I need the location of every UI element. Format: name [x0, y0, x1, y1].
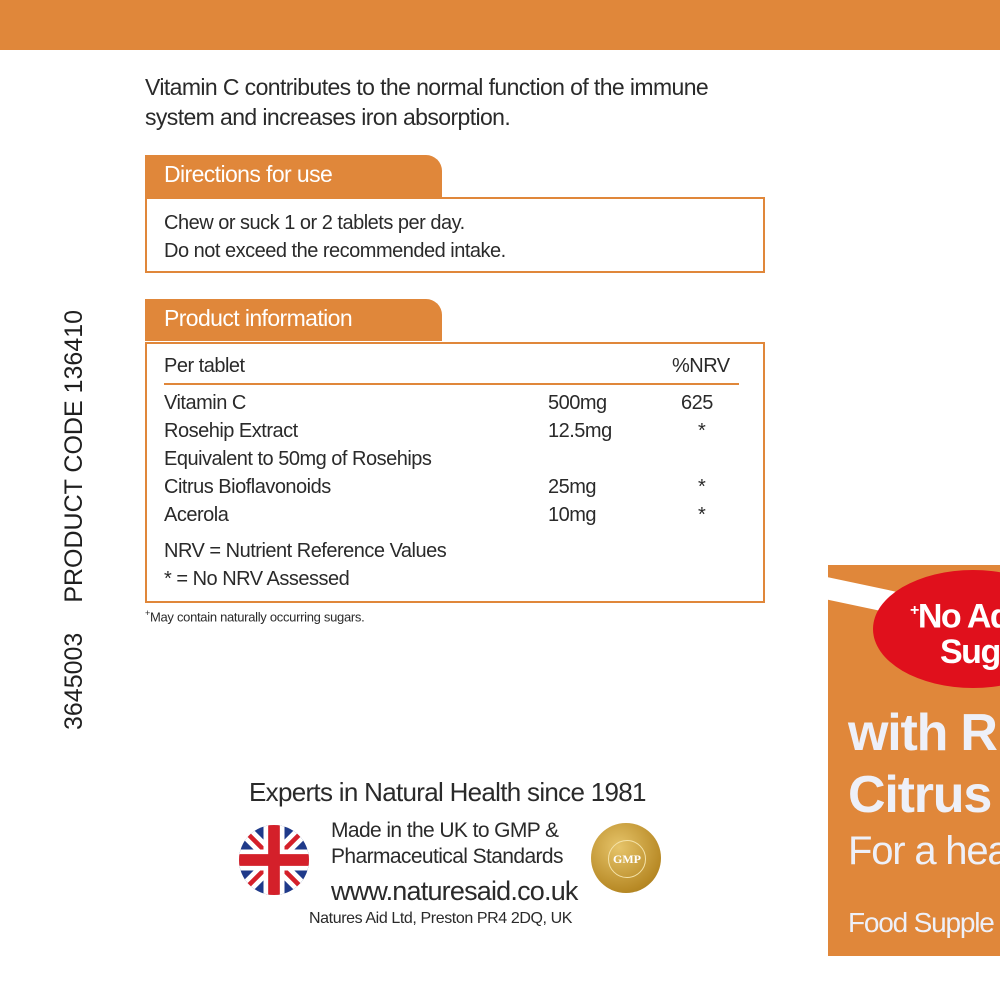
row-name: Equivalent to 50mg of Rosehips [164, 448, 432, 470]
barcode-number: 3645003 [60, 632, 88, 730]
front-panel: +No Ad Sug with R Citrus B For a hea Foo… [828, 565, 1000, 956]
uk-flag-icon [239, 825, 309, 895]
gmp-seal-label: GMP [608, 840, 646, 878]
front-title-line: with R [848, 704, 998, 762]
badge-line: Sug [940, 633, 1000, 672]
directions-line: Chew or suck 1 or 2 tablets per day. [164, 212, 465, 234]
badge-mark: + [910, 602, 919, 619]
company-address: Natures Aid Ltd, Preston PR4 2DQ, UK [309, 910, 573, 927]
directions-line: Do not exceed the recommended intake. [164, 240, 506, 262]
footnote: +May contain naturally occurring sugars. [145, 608, 365, 625]
header-per-tablet: Per tablet [164, 355, 245, 377]
directions-heading: Directions for use [145, 155, 442, 197]
gmp-seal-icon: GMP [591, 823, 661, 893]
row-name: Acerola [164, 504, 229, 526]
header-nrv: %NRV [672, 355, 730, 377]
row-amount: 12.5mg [548, 420, 612, 442]
badge-text: +No Ad Sug [910, 593, 1000, 670]
product-code: PRODUCT CODE 136410 [60, 309, 88, 603]
row-nrv: * [698, 504, 706, 526]
directions-box: Chew or suck 1 or 2 tablets per day. Do … [145, 197, 765, 273]
row-name: Citrus Bioflavonoids [164, 476, 331, 498]
top-orange-band [0, 0, 1000, 50]
row-nrv: 625 [681, 392, 713, 414]
row-nrv: * [698, 476, 706, 498]
badge-line: No Ad [917, 597, 1000, 636]
row-name: Vitamin C [164, 392, 246, 414]
front-title-line: Citrus B [848, 766, 1000, 824]
nrv-note: NRV = Nutrient Reference Values [164, 540, 447, 562]
footnote-text: May contain naturally occurring sugars. [149, 609, 365, 625]
made-line: Made in the UK to GMP & [331, 819, 559, 842]
row-nrv: * [698, 420, 706, 442]
vertical-codes: 3645003 PRODUCT CODE 136410 [60, 310, 89, 730]
asterisk-note: * = No NRV Assessed [164, 568, 350, 590]
made-line: Pharmaceutical Standards [331, 845, 564, 868]
header-rule [164, 383, 739, 385]
row-amount: 500mg [548, 392, 607, 414]
front-subtitle: For a hea [848, 829, 1000, 873]
row-amount: 25mg [548, 476, 597, 498]
product-info-table: Per tablet %NRV Vitamin C 500mg 625 Rose… [145, 342, 765, 603]
made-in-uk-text: Made in the UK to GMP & Pharmaceutical S… [331, 818, 564, 870]
row-name: Rosehip Extract [164, 420, 298, 442]
brand-tagline: Experts in Natural Health since 1981 [249, 777, 647, 807]
website-link[interactable]: www.naturesaid.co.uk [331, 876, 578, 906]
intro-line: Vitamin C contributes to the normal func… [145, 74, 709, 100]
intro-text: Vitamin C contributes to the normal func… [145, 72, 785, 132]
footnote-mark: + [145, 608, 150, 618]
front-category: Food Supple [848, 907, 995, 938]
intro-line: system and increases iron absorption. [145, 104, 511, 130]
row-amount: 10mg [548, 504, 597, 526]
product-info-heading: Product information [145, 299, 442, 341]
